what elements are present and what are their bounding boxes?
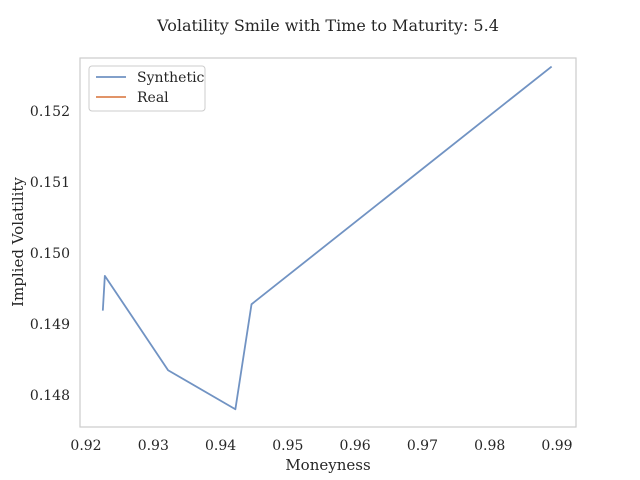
x-tick-label: 0.99: [541, 438, 572, 454]
x-tick-label: 0.96: [340, 438, 371, 454]
legend-label-synthetic: Synthetic: [137, 70, 205, 86]
legend: Synthetic Real: [88, 65, 206, 112]
chart-title: Volatility Smile with Time to Maturity: …: [156, 16, 499, 35]
series-line-synthetic: [101, 65, 553, 411]
y-axis-ticks: 0.148 0.149 0.150 0.151 0.152: [30, 104, 70, 404]
x-tick-label: 0.93: [138, 438, 169, 454]
x-tick-label: 0.95: [272, 438, 303, 454]
x-tick-label: 0.98: [474, 438, 505, 454]
legend-label-real: Real: [137, 90, 169, 106]
x-tick-label: 0.97: [407, 438, 438, 454]
x-tick-label: 0.92: [70, 438, 101, 454]
plot-area: [79, 57, 577, 428]
y-tick-label: 0.150: [30, 246, 70, 262]
y-tick-label: 0.148: [30, 388, 70, 404]
y-tick-label: 0.151: [30, 175, 70, 191]
y-tick-label: 0.149: [30, 317, 70, 333]
y-tick-label: 0.152: [30, 104, 70, 120]
series-lines: [101, 65, 553, 411]
x-axis-label: Moneyness: [285, 456, 370, 474]
x-axis-ticks: 0.92 0.93 0.94 0.95 0.96 0.97 0.98 0.99: [70, 438, 572, 454]
x-tick-label: 0.94: [205, 438, 236, 454]
y-axis-label: Implied Volatility: [9, 177, 27, 307]
